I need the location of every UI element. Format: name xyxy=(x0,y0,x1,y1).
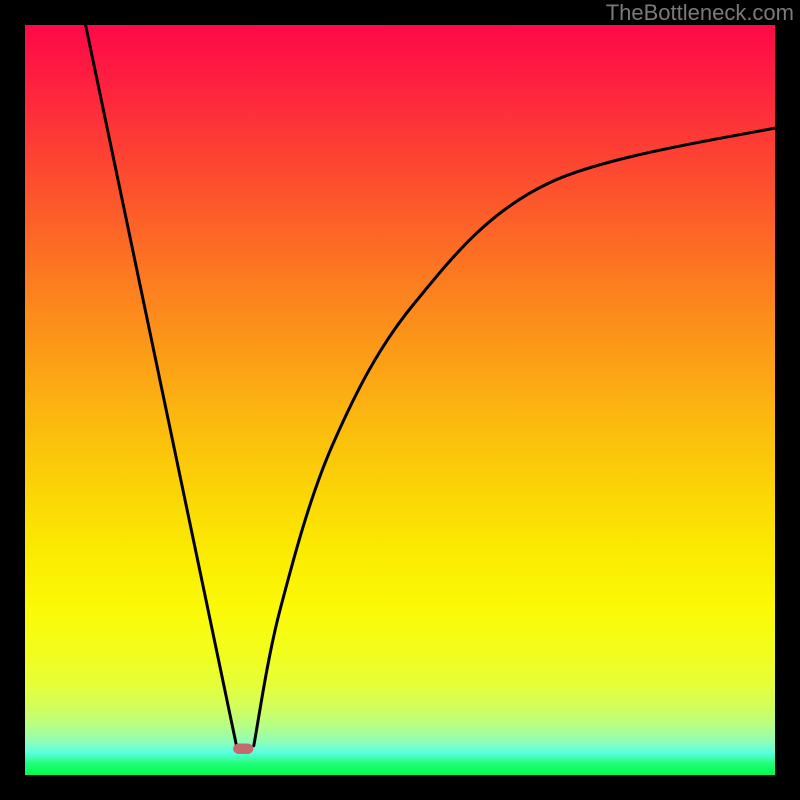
watermark-text: TheBottleneck.com xyxy=(606,0,794,26)
chart-svg xyxy=(0,0,800,800)
bottleneck-marker xyxy=(233,744,253,755)
chart-stage: TheBottleneck.com xyxy=(0,0,800,800)
plot-background xyxy=(25,25,775,775)
